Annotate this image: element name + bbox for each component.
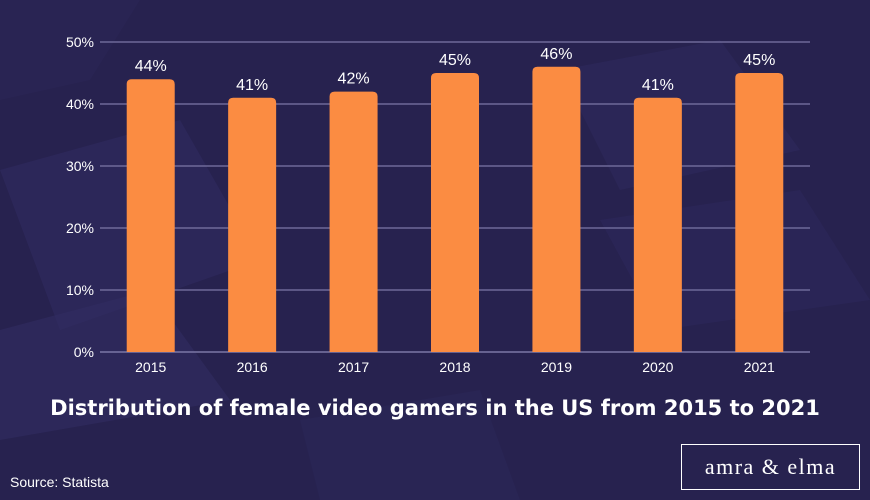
data-labels: 44% 41% 42% 45% 46% 41% 45% xyxy=(135,46,776,94)
source-note: Source: Statista xyxy=(10,474,109,490)
bar xyxy=(633,97,682,352)
bar xyxy=(329,91,378,352)
x-tick-label: 2019 xyxy=(541,359,572,375)
bar xyxy=(126,79,175,352)
brand-logo: amra & elma xyxy=(681,444,860,490)
y-tick-label: 20% xyxy=(66,220,94,236)
bar-chart: 0%10%20%30%40%50% 2015 2016 2017 2018 2019 20… xyxy=(66,34,810,375)
x-tick-label: 2015 xyxy=(135,359,166,375)
y-axis-ticks: 0% 10% 20% 30% 40% 50% xyxy=(66,34,94,360)
y-tick-label: 0% xyxy=(74,344,94,360)
bar xyxy=(735,73,784,352)
x-tick-label: 2020 xyxy=(642,359,673,375)
x-tick-label: 2017 xyxy=(338,359,369,375)
x-axis-ticks: 2015 2016 2017 2018 2019 2020 2021 xyxy=(135,359,775,375)
bar xyxy=(228,97,277,352)
x-tick-label: 2018 xyxy=(439,359,470,375)
data-label: 44% xyxy=(135,58,167,75)
y-tick-label: 50% xyxy=(66,34,94,50)
y-tick-label: 40% xyxy=(66,96,94,112)
data-label: 46% xyxy=(540,46,572,63)
data-label: 45% xyxy=(439,52,471,69)
x-tick-label: 2016 xyxy=(237,359,268,375)
data-label: 41% xyxy=(236,77,268,94)
data-label: 41% xyxy=(642,77,674,94)
x-tick-label: 2021 xyxy=(744,359,775,375)
bar xyxy=(532,66,581,353)
y-tick-label: 30% xyxy=(66,158,94,174)
data-label: 45% xyxy=(743,52,775,69)
bar xyxy=(431,73,479,352)
bars xyxy=(126,66,784,353)
chart-title: Distribution of female video gamers in t… xyxy=(50,396,820,420)
brand-text: amra & elma xyxy=(704,454,837,479)
y-tick-label: 10% xyxy=(66,282,94,298)
data-label: 42% xyxy=(338,71,370,88)
